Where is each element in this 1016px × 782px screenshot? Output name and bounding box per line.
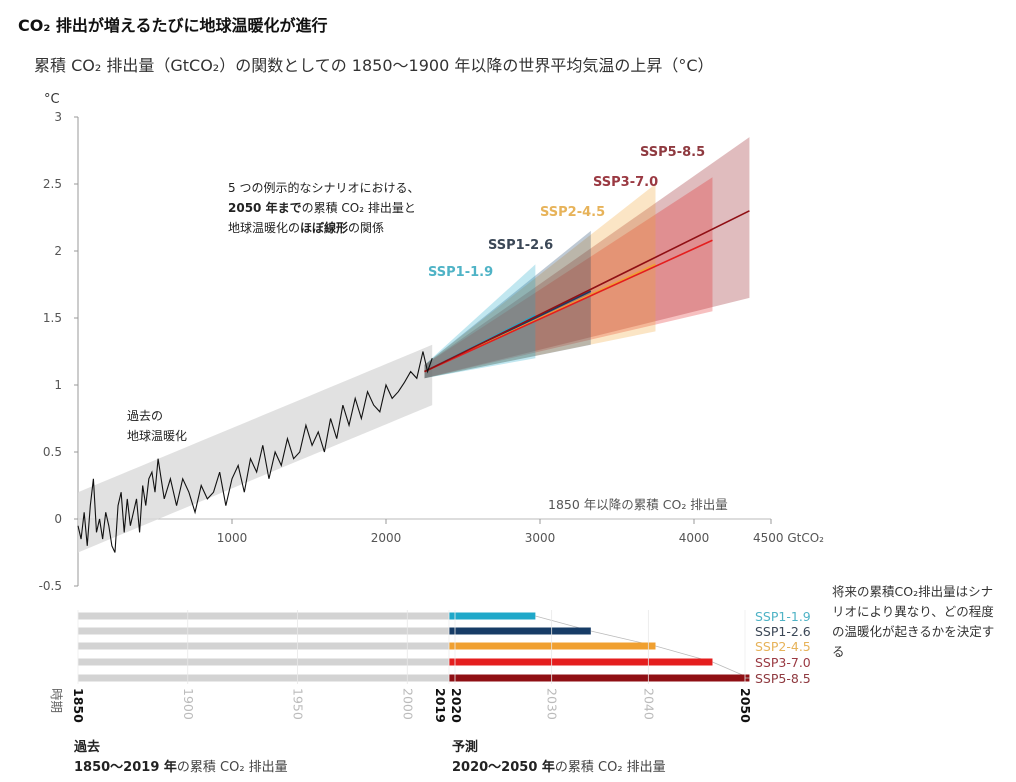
x-tick-label: 4000 bbox=[679, 531, 710, 545]
past-emissions-bar bbox=[78, 627, 449, 635]
y-tick-label: 1.5 bbox=[43, 311, 62, 325]
past-emissions-bar bbox=[78, 642, 449, 650]
scenario-label: SSP1-1.9 bbox=[428, 265, 493, 280]
y-tick-label: 0.5 bbox=[43, 445, 62, 459]
past-emissions-bar bbox=[78, 674, 449, 682]
future-emissions-bar-SSP2-4.5 bbox=[449, 642, 656, 650]
x-tick-label: 2000 bbox=[371, 531, 402, 545]
scenario-band-SSP5-8.5 bbox=[424, 137, 750, 379]
year-tick-label: 1950 bbox=[291, 688, 306, 720]
past-warming-annotation: 過去の 地球温暖化 bbox=[127, 406, 187, 446]
scenario-note-line2: 2050 年までの累積 CO₂ 排出量と bbox=[228, 198, 419, 218]
scenario-label: SSP5-8.5 bbox=[640, 145, 705, 160]
scenario-label: SSP2-4.5 bbox=[540, 205, 605, 220]
year-tick-label: 2030 bbox=[545, 688, 560, 720]
bar-scenario-label: SSP1-1.9 bbox=[755, 609, 811, 624]
year-tick-label: 2050 bbox=[738, 688, 753, 723]
y-axis-label: °C bbox=[44, 92, 60, 107]
scenario-annotation: 5 つの例示的なシナリオにおける、 2050 年までの累積 CO₂ 排出量と 地… bbox=[228, 178, 419, 238]
future-heading: 予測 bbox=[452, 740, 479, 755]
past-warming-line2: 地球温暖化 bbox=[127, 429, 188, 443]
chart-subtitle: 累積 CO₂ 排出量（GtCO₂）の関数としての 1850～1900 年以降の世… bbox=[34, 56, 714, 75]
future-suffix: の累積 CO₂ 排出量 bbox=[554, 760, 666, 775]
scenario-note-text: 地球温暖化の bbox=[228, 221, 301, 235]
xaxis-caption: 1850 年以降の累積 CO₂ 排出量 bbox=[548, 497, 728, 512]
past-footer: 過去 1850～2019 年の累積 CO₂ 排出量 bbox=[74, 738, 288, 778]
historical-uncertainty-band bbox=[78, 344, 433, 553]
historical-warming-line bbox=[77, 351, 433, 553]
year-tick-label: 2020 bbox=[449, 688, 464, 723]
scenario-line-SSP3-7.0 bbox=[424, 239, 713, 373]
y-tick-label: 0 bbox=[54, 512, 62, 526]
y-tick-label: 3 bbox=[54, 110, 62, 124]
scenario-note-bold-year: 2050 年まで bbox=[228, 201, 302, 215]
y-tick-label: 2.5 bbox=[43, 177, 62, 191]
past-range: 1850～2019 年 bbox=[74, 760, 177, 775]
x-tick-label: 4500 GtCO₂ bbox=[753, 531, 824, 545]
scenario-band-SSP2-4.5 bbox=[424, 184, 656, 379]
year-tick-label: 1900 bbox=[181, 688, 196, 720]
scenario-label: SSP3-7.0 bbox=[593, 175, 658, 190]
past-heading: 過去 bbox=[74, 740, 101, 755]
year-tick-label: 2040 bbox=[641, 688, 656, 720]
scenario-band-SSP1-1.9 bbox=[424, 264, 536, 379]
scenario-band-SSP3-7.0 bbox=[424, 177, 713, 379]
future-emissions-note: 将来の累積CO₂排出量はシナリオにより異なり、どの程度の温暖化が起きるかを決定す… bbox=[832, 584, 995, 659]
scenario-note-line1: 5 つの例示的なシナリオにおける、 bbox=[228, 181, 420, 195]
bar-scenario-label: SSP3-7.0 bbox=[755, 655, 811, 670]
future-emissions-bar-SSP5-8.5 bbox=[449, 674, 750, 682]
past-emissions-bar bbox=[78, 658, 449, 666]
future-emissions-bar-SSP1-2.6 bbox=[449, 627, 591, 635]
scenario-note-text: の関係 bbox=[348, 221, 385, 235]
past-emissions-bar bbox=[78, 612, 449, 620]
x-tick-label: 3000 bbox=[525, 531, 556, 545]
future-emissions-bar-SSP1-1.9 bbox=[449, 612, 536, 620]
past-warming-line1: 過去の bbox=[127, 409, 164, 423]
year-tick-label: 2019 bbox=[433, 688, 448, 723]
scenario-note-text: の累積 CO₂ 排出量と bbox=[301, 201, 416, 215]
future-emissions-bar-SSP3-7.0 bbox=[449, 658, 713, 666]
future-footer: 予測 2020～2050 年の累積 CO₂ 排出量 bbox=[452, 738, 666, 778]
year-tick-label: 1850 bbox=[71, 688, 86, 723]
period-axis-label: 時期 bbox=[49, 688, 64, 713]
y-tick-label: -0.5 bbox=[39, 579, 62, 593]
past-suffix: の累積 CO₂ 排出量 bbox=[176, 760, 288, 775]
x-tick-label: 1000 bbox=[217, 531, 248, 545]
scenario-line-SSP5-8.5 bbox=[424, 210, 750, 373]
scenario-note-line3: 地球温暖化のほぼ線形の関係 bbox=[228, 218, 419, 238]
chart-title: CO₂ 排出が増えるたびに地球温暖化が進行 bbox=[18, 16, 328, 35]
scenario-note-bold-linear: ほぼ線形 bbox=[300, 221, 349, 235]
bar-scenario-label: SSP5-8.5 bbox=[755, 671, 811, 686]
year-tick-label: 2000 bbox=[400, 688, 415, 720]
bar-scenario-label: SSP2-4.5 bbox=[755, 639, 811, 654]
bar-scenario-label: SSP1-2.6 bbox=[755, 624, 811, 639]
y-tick-label: 2 bbox=[54, 244, 62, 258]
y-tick-label: 1 bbox=[54, 378, 62, 392]
scenario-label: SSP1-2.6 bbox=[488, 238, 553, 253]
scenario-band-SSP1-2.6 bbox=[424, 230, 591, 379]
future-range: 2020～2050 年 bbox=[452, 760, 555, 775]
